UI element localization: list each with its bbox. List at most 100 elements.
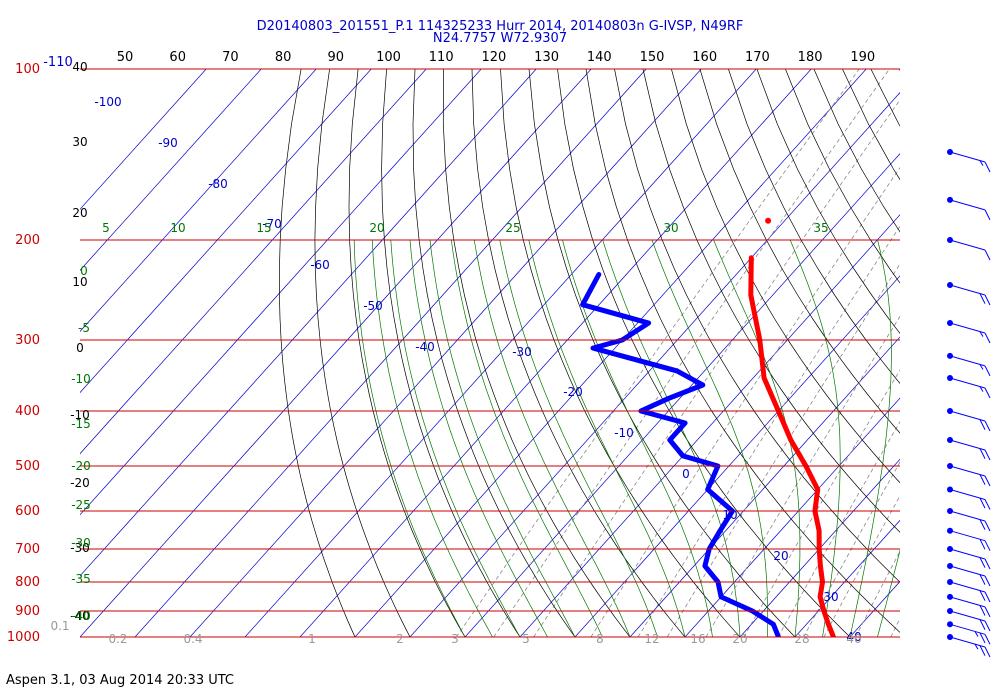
- wind-barb-flag: [979, 519, 986, 530]
- isotherm-top-label: 140: [587, 50, 612, 65]
- dry-adiabat-line: [314, 69, 411, 637]
- wind-barb-flag: [984, 209, 991, 221]
- pressure-label: 600: [15, 504, 40, 519]
- isotherm-line: [464, 153, 900, 637]
- temperature-trace: [748, 255, 836, 637]
- wind-barb-flag: [984, 591, 991, 603]
- isotherm-label: 40: [846, 630, 861, 644]
- isotherm-line: [629, 336, 900, 637]
- isotherm-top-label: 130: [534, 50, 559, 65]
- moist-adiabat-line: [390, 239, 521, 637]
- mixing-ratio-label: 2: [396, 632, 404, 646]
- isotherm-top-label: 160: [692, 50, 717, 65]
- wind-barb-flag: [979, 590, 986, 601]
- dry-adiabat-line: [928, 69, 1000, 637]
- moist-adiabat-line: [499, 239, 658, 637]
- wind-barb-staff: [949, 623, 986, 635]
- wind-barb-flag: [984, 540, 991, 551]
- moist-adiabat-line: [528, 239, 686, 637]
- moist-adiabat-line: [371, 239, 493, 637]
- pressure-label: 200: [15, 233, 40, 248]
- moist-adiabat-line: [849, 239, 892, 637]
- dry-adiabat-line: [412, 69, 576, 637]
- dry-adiabat-line: [528, 69, 796, 637]
- moist-adiabat-line: [450, 239, 603, 637]
- wind-barb-flag: [984, 449, 991, 461]
- mixing-ratio-line: [533, 99, 900, 637]
- dry-adiabat-label: 10: [72, 275, 87, 289]
- isotherm-label: -80: [208, 177, 228, 191]
- isotherm-label: 30: [823, 590, 838, 604]
- dry-adiabat-line: [442, 69, 631, 637]
- dry-adiabat-line: [381, 69, 521, 637]
- isotherm-top-label: 60: [169, 50, 186, 65]
- isotherm-label: 10: [722, 508, 737, 522]
- isotherm-line: [80, 69, 372, 394]
- wind-barb-flag: [984, 620, 991, 632]
- mixing-ratio-label: 16: [690, 632, 705, 646]
- wind-barb-flag: [979, 632, 986, 644]
- isotherm-label: -100: [94, 95, 121, 109]
- wind-barb-flag: [984, 558, 991, 570]
- wind-barb-half-flag: [974, 643, 979, 650]
- moist-adiabat-label: -30: [71, 536, 91, 550]
- pressure-label: 1000: [7, 630, 40, 645]
- dry-adiabat-line: [585, 69, 900, 633]
- wind-barb-flag: [984, 332, 991, 344]
- pressure-label: 400: [15, 404, 40, 419]
- wind-barb-staff: [949, 355, 986, 367]
- wind-barb-staff: [949, 151, 986, 163]
- isotherm-top-label: 70: [222, 50, 239, 65]
- isotherm-label: -20: [563, 385, 583, 399]
- wind-barb-flag: [979, 619, 986, 630]
- wind-barb-flag: [984, 634, 991, 645]
- isotherm-line: [794, 519, 900, 637]
- dry-adiabat-line: [699, 69, 900, 434]
- moist-adiabat-line: [789, 239, 841, 637]
- moist-adiabat-label: 30: [663, 221, 678, 235]
- dry-adiabat-line: [985, 69, 1000, 637]
- wind-barb-staff: [949, 377, 986, 389]
- mixing-ratio-line: [777, 420, 900, 637]
- wind-barb-staff: [949, 610, 986, 622]
- wind-barb-flag: [979, 293, 986, 304]
- chart-title: D20140803_201551_P.1 114325233 Hurr 2014…: [256, 19, 744, 34]
- wind-barb-staff: [949, 510, 986, 522]
- mixing-ratio-label: 1: [308, 632, 316, 646]
- wind-barb-flag: [984, 606, 991, 618]
- wind-barb-flag: [979, 497, 986, 509]
- wind-barb-flag: [984, 646, 991, 658]
- isotherm-label: 20: [773, 549, 788, 563]
- dry-adiabat-line: [956, 69, 1000, 637]
- wind-barb-flag: [979, 419, 986, 430]
- isotherm-line: [80, 69, 427, 455]
- moist-adiabat-label: -25: [71, 498, 91, 512]
- chart-subtitle: N24.7757 W72.9307: [432, 31, 568, 46]
- isotherm-top-label: 80: [275, 50, 292, 65]
- wind-barb-flag: [979, 605, 986, 616]
- mixing-ratio-line: [666, 263, 900, 637]
- isotherm-line: [574, 275, 900, 637]
- dry-adiabat-line: [870, 69, 900, 127]
- wind-barb-half-flag: [979, 386, 984, 392]
- isotherm-line: [80, 69, 262, 271]
- isotherm-line: [80, 69, 207, 210]
- dry-adiabat-line: [728, 69, 900, 384]
- mixing-ratio-label: 20: [732, 632, 747, 646]
- isotherm-label: 0: [682, 467, 690, 481]
- isotherm-top-label: 180: [798, 50, 823, 65]
- moist-adiabat-line: [713, 239, 801, 637]
- moist-adiabat-label: -15: [71, 417, 91, 431]
- wind-barb-flag: [984, 520, 991, 532]
- dry-adiabat-line: [642, 69, 900, 533]
- wind-barb-staff: [949, 636, 986, 648]
- plot-area: [80, 69, 1000, 637]
- dry-adiabat-label: 20: [72, 206, 87, 220]
- wind-barb-flag: [979, 645, 986, 656]
- isotherm-line: [80, 69, 482, 516]
- wind-barb-flag: [984, 475, 991, 487]
- mixing-ratio-line: [705, 315, 900, 637]
- wind-barb-flag: [984, 249, 991, 261]
- moist-adiabat-line: [877, 549, 900, 637]
